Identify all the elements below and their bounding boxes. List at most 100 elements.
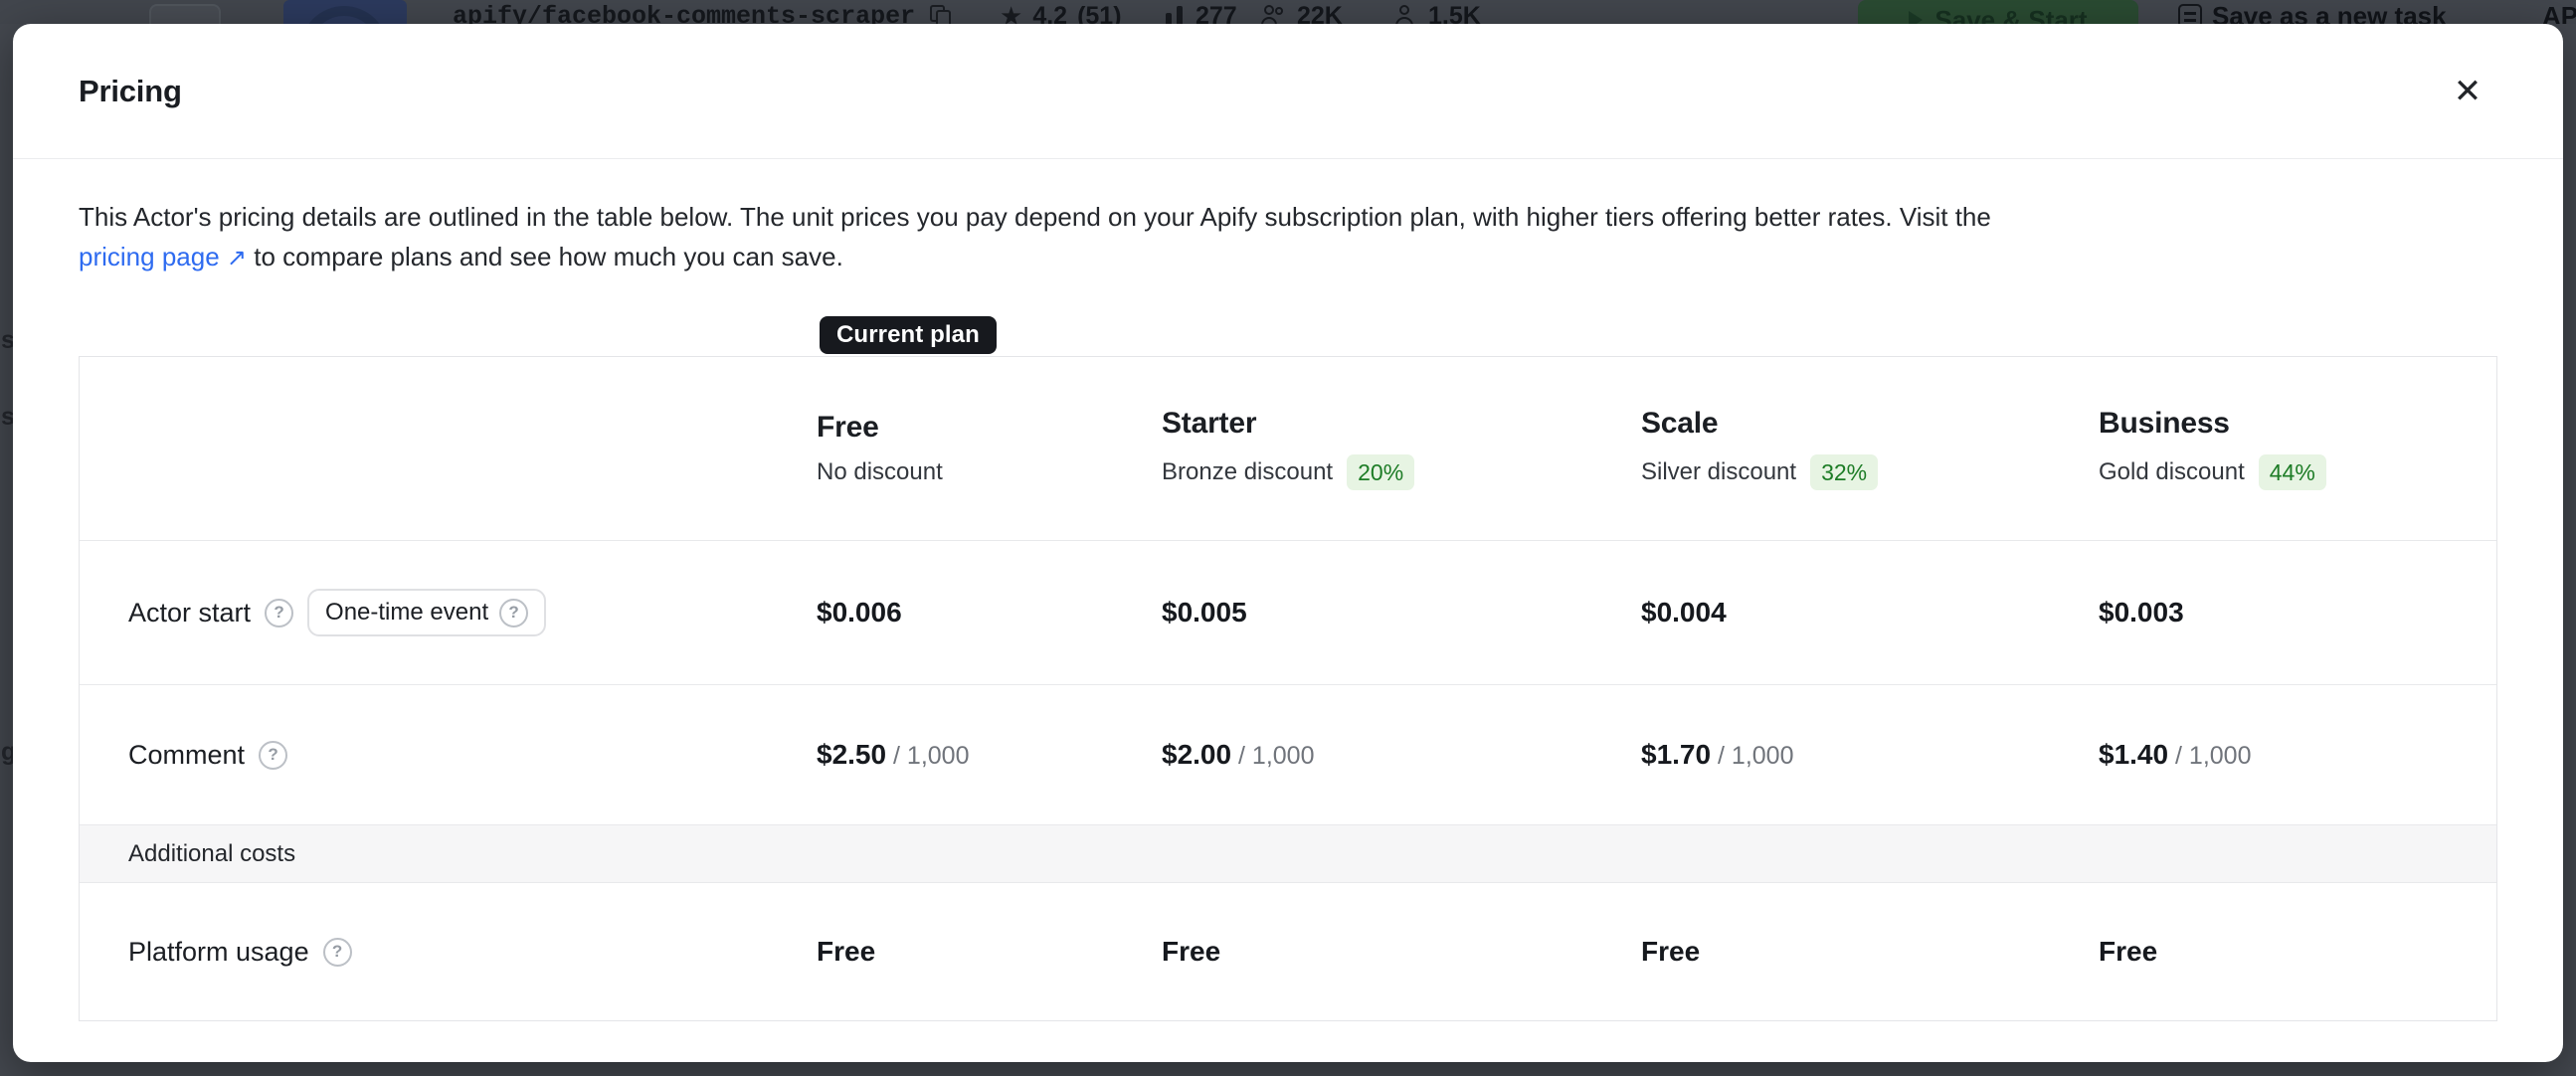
task-list-icon bbox=[2178, 4, 2202, 24]
users-icon bbox=[1261, 5, 1287, 24]
facebook-logo bbox=[283, 0, 407, 24]
one-time-event-label: One-time event bbox=[325, 599, 489, 626]
plan-subtitle: Gold discount bbox=[2099, 458, 2245, 485]
actor-monthly-users-count: 1.5K bbox=[1428, 1, 1481, 25]
price-cell: $1.70 / 1,000 bbox=[1641, 739, 2099, 771]
help-icon[interactable]: ? bbox=[259, 740, 288, 770]
help-icon[interactable]: ? bbox=[322, 937, 352, 967]
row-label: Actor start bbox=[128, 597, 252, 628]
price-cell: $1.40 / 1,000 bbox=[2099, 739, 2496, 771]
price-value: $2.00 bbox=[1162, 739, 1232, 770]
pricing-modal: Pricing ✕ This Actor's pricing details a… bbox=[13, 24, 2563, 1062]
section-label: Additional costs bbox=[128, 840, 296, 867]
price-cell: $0.003 bbox=[2099, 597, 2496, 628]
discount-badge: 32% bbox=[1810, 454, 1879, 490]
row-label-cell: Platform usage? bbox=[80, 937, 817, 968]
discount-badge: 20% bbox=[1347, 454, 1415, 490]
current-plan-badge-row: Current plan bbox=[820, 316, 2497, 354]
pricing-page-link[interactable]: pricing page ↗ bbox=[79, 242, 247, 271]
pricing-table: Free No discount Starter Bronze discount 20%… bbox=[79, 356, 2497, 1021]
price-value: Free bbox=[2099, 936, 2158, 967]
external-link-icon: ↗ bbox=[226, 245, 247, 271]
plan-subtitle-row: Silver discount 32% bbox=[1641, 454, 2079, 490]
api-button-partial: AP bbox=[2542, 0, 2576, 25]
price-unit: / 1,000 bbox=[2168, 742, 2252, 770]
description-line2: to compare plans and see how much you ca… bbox=[254, 242, 843, 271]
actor-rating: 4.2 bbox=[1032, 1, 1068, 25]
pricing-description: This Actor's pricing details are outline… bbox=[79, 197, 2497, 278]
price-value: Free bbox=[1162, 936, 1221, 967]
table-row: Platform usage? Free Free Free Free bbox=[80, 882, 2496, 1020]
plan-subtitle: No discount bbox=[817, 458, 943, 485]
price-value: $2.50 bbox=[817, 739, 887, 770]
person-icon bbox=[1392, 5, 1418, 24]
background-page-header: apify/facebook-comments-scraper ★ 4.2 (5… bbox=[0, 0, 2576, 24]
price-value: Free bbox=[1641, 936, 1701, 967]
background-text-fragment: g bbox=[1, 738, 17, 766]
close-icon[interactable]: ✕ bbox=[2444, 68, 2491, 115]
price-cell: $0.004 bbox=[1641, 597, 2099, 628]
price-value: Free bbox=[817, 936, 876, 967]
additional-costs-section-row: Additional costs bbox=[80, 824, 2496, 882]
plan-subtitle: Silver discount bbox=[1641, 458, 1797, 485]
price-cell: $2.00 / 1,000 bbox=[1162, 739, 1641, 771]
plan-subtitle-row: No discount bbox=[817, 458, 1142, 486]
row-label: Platform usage bbox=[128, 936, 309, 967]
row-label-cell: Actor start? One-time event? bbox=[80, 589, 817, 636]
price-cell: Free bbox=[817, 936, 1162, 968]
one-time-event-badge: One-time event? bbox=[307, 589, 547, 636]
price-value: $1.70 bbox=[1641, 739, 1712, 770]
plan-column-header-business: Business Gold discount 44% bbox=[2099, 407, 2496, 490]
price-cell: $0.005 bbox=[1162, 597, 1641, 628]
price-cell: $2.50 / 1,000 bbox=[817, 739, 1162, 771]
save-as-new-task-button: Save as a new task bbox=[2178, 0, 2447, 24]
plan-subtitle-row: Gold discount 44% bbox=[2099, 454, 2477, 490]
plan-column-header-free: Free No discount bbox=[817, 411, 1162, 486]
modal-body: This Actor's pricing details are outline… bbox=[13, 197, 2563, 1057]
price-value: $1.40 bbox=[2099, 739, 2169, 770]
price-value: $0.004 bbox=[1641, 597, 1727, 628]
modal-header: Pricing ✕ bbox=[13, 24, 2563, 159]
actor-rating-count: (51) bbox=[1077, 1, 1122, 25]
save-and-start-button: Save & Start bbox=[1858, 0, 2138, 24]
current-plan-badge: Current plan bbox=[820, 316, 997, 354]
price-value: $0.006 bbox=[817, 597, 902, 628]
price-unit: / 1,000 bbox=[1711, 742, 1794, 770]
description-line1: This Actor's pricing details are outline… bbox=[79, 202, 1991, 232]
background-tile bbox=[149, 4, 221, 24]
plan-column-header-scale: Scale Silver discount 32% bbox=[1641, 407, 2099, 490]
help-icon[interactable]: ? bbox=[499, 598, 529, 628]
price-cell: Free bbox=[2099, 936, 2496, 968]
row-label-cell: Comment? bbox=[80, 740, 817, 771]
background-text-fragment: s bbox=[1, 403, 15, 431]
actor-users-count: 22K bbox=[1297, 1, 1343, 25]
page-title: Pricing bbox=[79, 73, 182, 108]
plan-name: Scale bbox=[1641, 407, 1719, 440]
actor-runs-count: 277 bbox=[1196, 1, 1237, 25]
plan-column-header-starter: Starter Bronze discount 20% bbox=[1162, 407, 1641, 490]
table-row: Actor start? One-time event? $0.006 $0.005 $… bbox=[80, 540, 2496, 684]
play-icon bbox=[1909, 11, 1924, 24]
price-cell: $0.006 bbox=[817, 597, 1162, 628]
plan-subtitle: Bronze discount bbox=[1162, 458, 1334, 485]
table-row: Comment? $2.50 / 1,000 $2.00 / 1,000 $1.70 … bbox=[80, 684, 2496, 824]
price-value: $0.005 bbox=[1162, 597, 1247, 628]
discount-badge: 44% bbox=[2258, 454, 2326, 490]
plan-name: Starter bbox=[1162, 407, 1257, 440]
help-icon[interactable]: ? bbox=[265, 598, 294, 628]
star-icon: ★ bbox=[1000, 0, 1023, 25]
plan-name: Free bbox=[817, 411, 879, 444]
price-value: $0.003 bbox=[2099, 597, 2184, 628]
price-unit: / 1,000 bbox=[886, 742, 970, 770]
actor-name-breadcrumb: apify/facebook-comments-scraper bbox=[453, 1, 916, 25]
copy-icon bbox=[930, 0, 952, 24]
price-cell: Free bbox=[1162, 936, 1641, 968]
plan-name: Business bbox=[2099, 407, 2230, 440]
price-unit: / 1,000 bbox=[1231, 742, 1315, 770]
plan-header-row: Free No discount Starter Bronze discount 20%… bbox=[80, 357, 2496, 540]
background-text-fragment: s bbox=[1, 326, 15, 354]
price-cell: Free bbox=[1641, 936, 2099, 968]
bar-chart-icon bbox=[1164, 5, 1186, 24]
row-label: Comment bbox=[128, 739, 246, 770]
plan-subtitle-row: Bronze discount 20% bbox=[1162, 454, 1621, 490]
